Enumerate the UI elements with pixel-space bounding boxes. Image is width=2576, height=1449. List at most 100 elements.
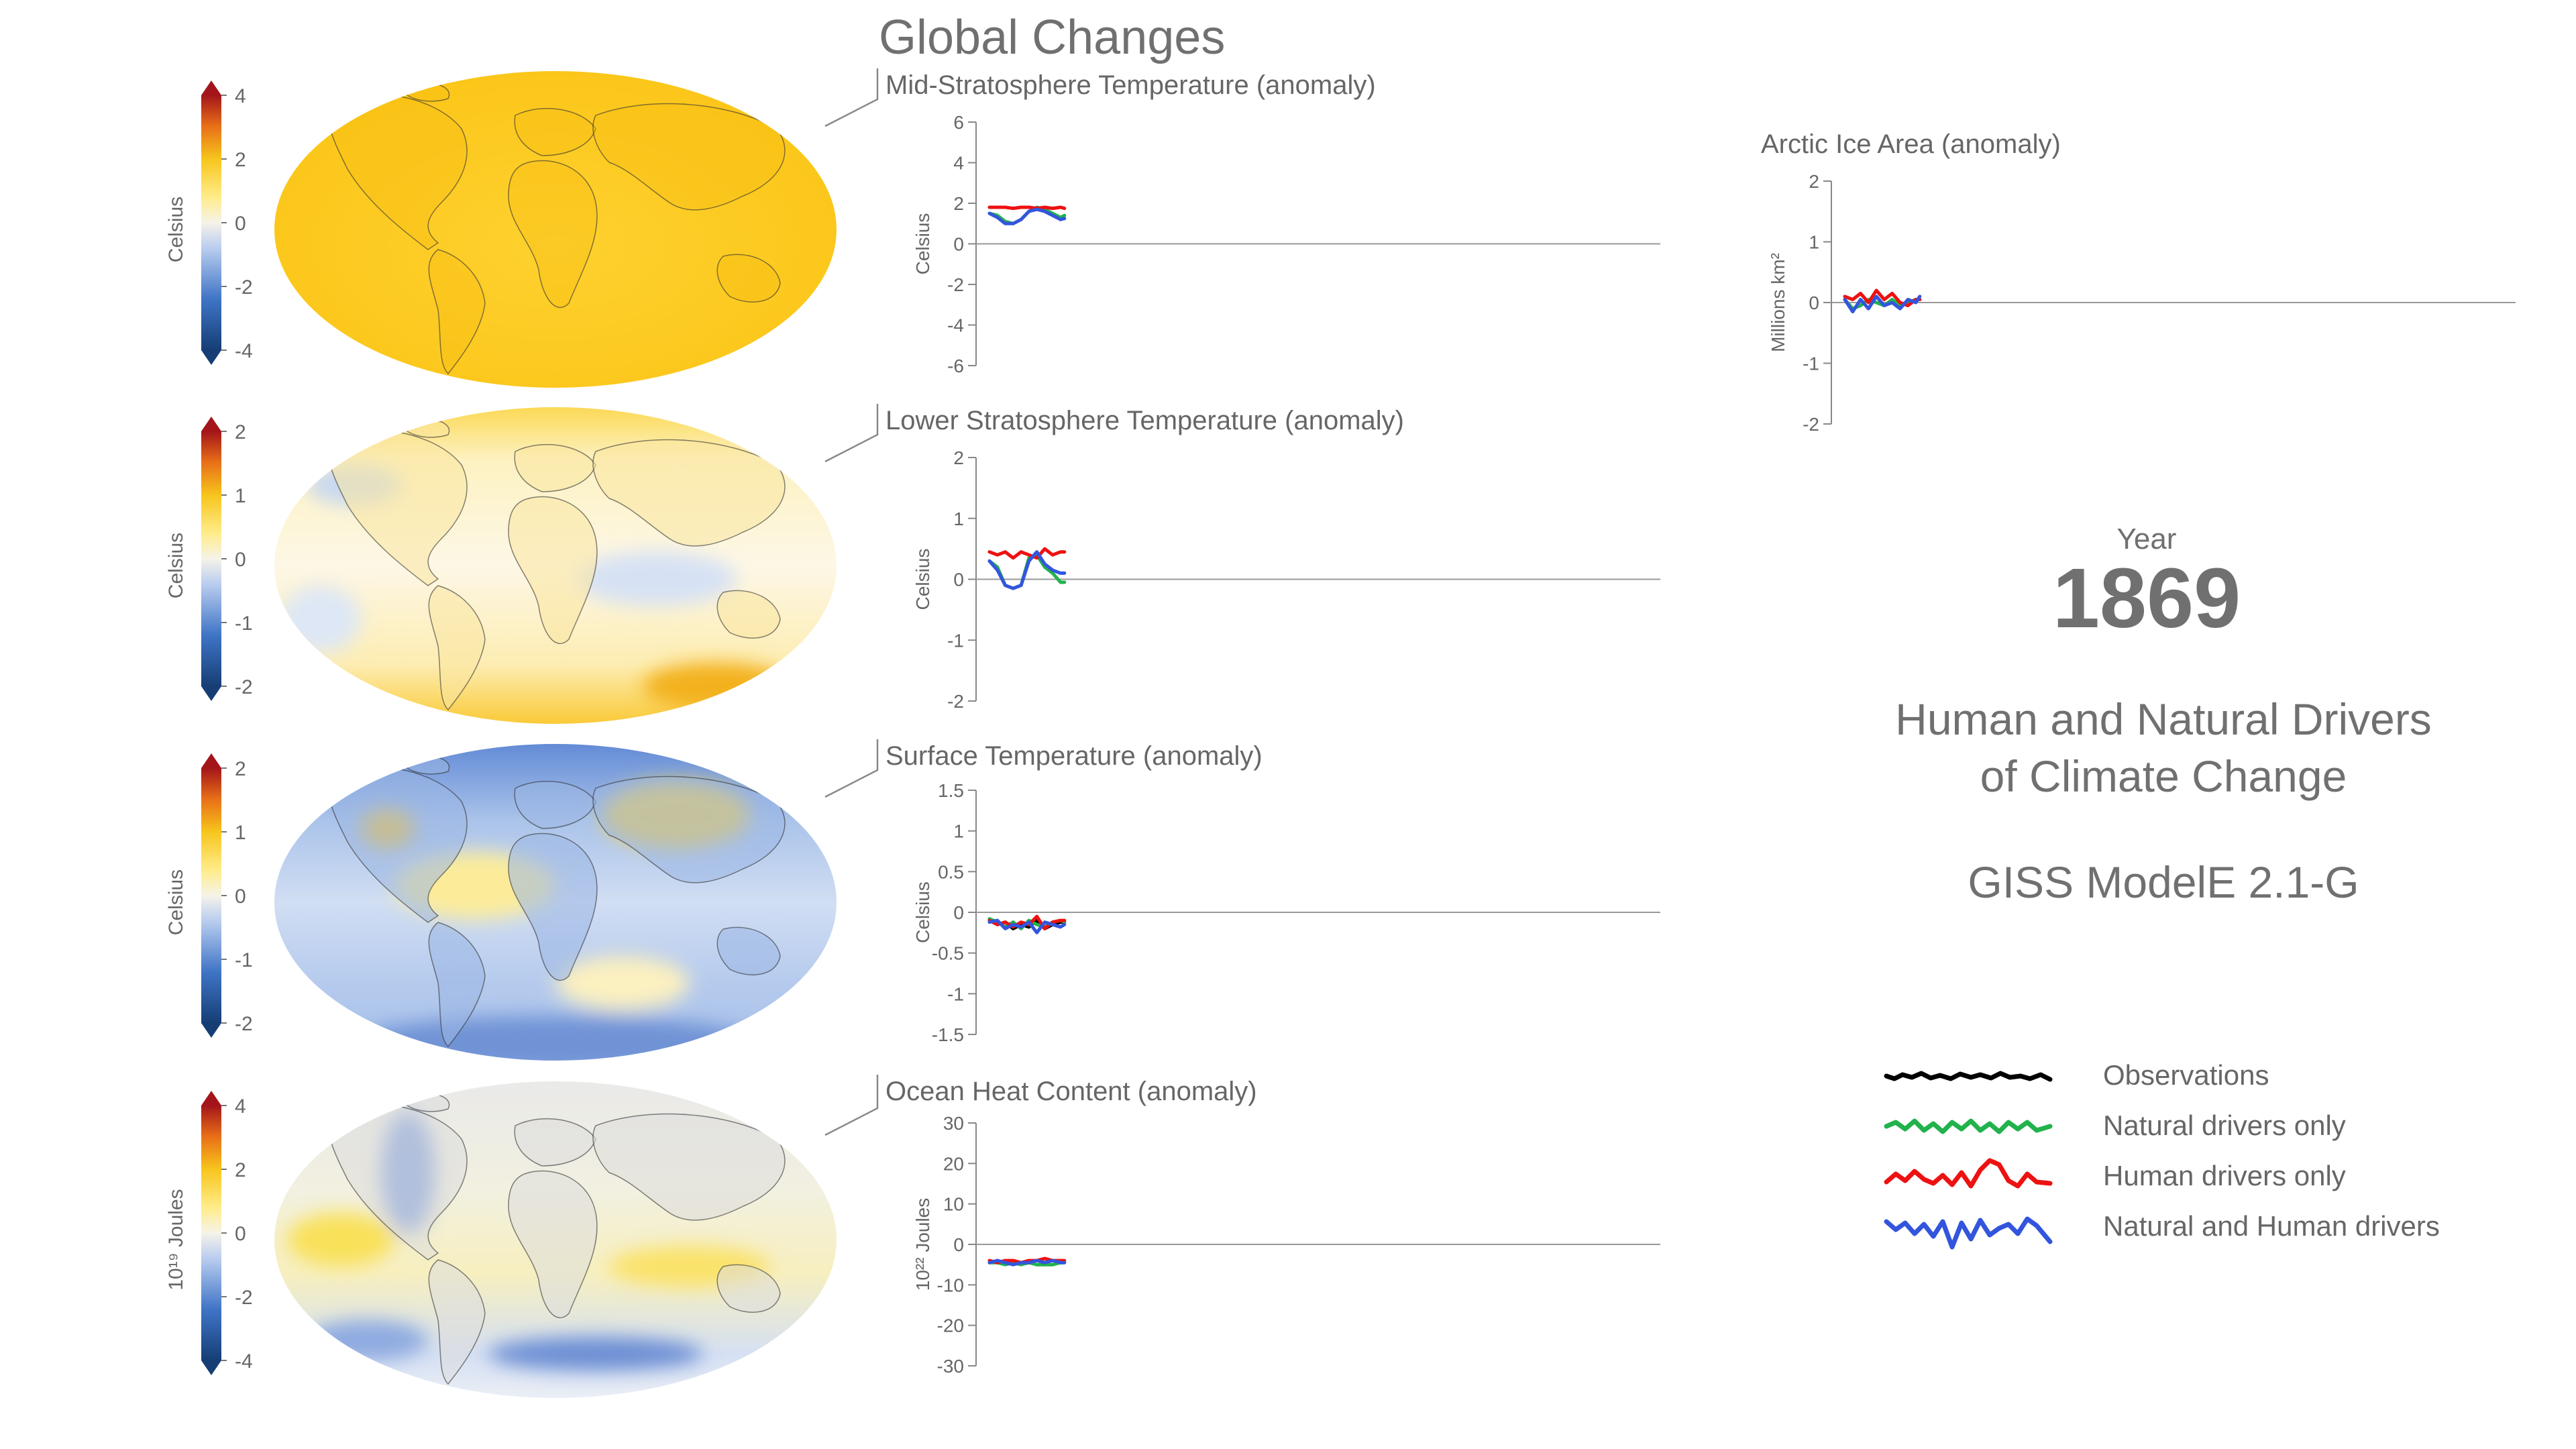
legend-label: Human drivers only bbox=[2103, 1160, 2346, 1191]
legend-item: Natural drivers only bbox=[1884, 1110, 2346, 1141]
chart-4: Arctic Ice Area (anomaly) 2 1 0 -1 -2 Millions… bbox=[1761, 129, 2516, 435]
y-tick-label: 1 bbox=[953, 821, 964, 842]
colorbar-tick-label: 2 bbox=[235, 421, 246, 443]
colorbar-top-arrow bbox=[201, 753, 221, 768]
lower-strat-map-panel: 2 1 0 -1 -2 Celsius bbox=[165, 406, 838, 725]
y-tick-label: -0.5 bbox=[932, 943, 964, 964]
y-tick-label: -6 bbox=[947, 356, 964, 376]
colorbar-bottom-arrow bbox=[201, 1360, 221, 1375]
chart-0: Mid-Stratosphere Temperature (anomaly) 6 4… bbox=[824, 68, 1660, 376]
y-tick-label: -4 bbox=[947, 315, 964, 336]
colorbar-scale bbox=[201, 95, 221, 350]
chart-title: Arctic Ice Area (anomaly) bbox=[1761, 129, 2061, 159]
surface-map bbox=[273, 743, 838, 1062]
colorbar-tick-label: 0 bbox=[235, 885, 246, 908]
y-tick-label: -2 bbox=[1803, 414, 1819, 435]
colorbar-label: Celsius bbox=[165, 869, 187, 935]
series-line-human bbox=[1843, 288, 1922, 307]
colorbar-tick-label: -2 bbox=[235, 676, 253, 698]
colorbar-tick-label: 0 bbox=[235, 213, 246, 235]
page-title: Global Changes bbox=[879, 11, 1225, 64]
chart-title: Ocean Heat Content (anomaly) bbox=[885, 1077, 1257, 1106]
info-panel: Year 1869 Human and Natural Drivers of C… bbox=[1895, 523, 2432, 907]
legend-label: Natural drivers only bbox=[2103, 1110, 2346, 1141]
charts-column: Mid-Stratosphere Temperature (anomaly) 6 4… bbox=[824, 68, 2516, 1377]
y-tick-label: -1 bbox=[947, 983, 964, 1004]
map-connector bbox=[824, 68, 879, 127]
colorbar-tick-label: 0 bbox=[235, 1223, 246, 1245]
colorbar-tick-label: 1 bbox=[235, 822, 246, 844]
map-connector bbox=[824, 1075, 879, 1136]
colorbar-tick-label: -1 bbox=[235, 949, 253, 971]
colorbar-tick-label: -4 bbox=[235, 1350, 253, 1373]
legend: Observations Natural drivers only Human dr… bbox=[1884, 1059, 2440, 1250]
year-value: 1869 bbox=[2053, 551, 2241, 645]
legend-swatch bbox=[1884, 1158, 2053, 1189]
y-tick-label: 1 bbox=[1809, 232, 1819, 253]
y-tick-label: 2 bbox=[953, 447, 964, 468]
y-tick-label: -20 bbox=[937, 1316, 964, 1336]
subtitle-line-1: Human and Natural Drivers bbox=[1895, 694, 2432, 744]
legend-swatch bbox=[1884, 1071, 2053, 1082]
map-outline bbox=[273, 406, 838, 725]
colorbar-tick-label: 0 bbox=[235, 549, 246, 571]
map-connector bbox=[824, 739, 879, 798]
y-tick-label: 0 bbox=[953, 902, 964, 923]
chart-2: Surface Temperature (anomaly) 1.5 1 0.5 0 -0.… bbox=[824, 739, 1660, 1045]
mid-strat-map bbox=[273, 70, 838, 389]
colorbar-tick-label: -2 bbox=[235, 1287, 253, 1309]
colorbar-tick-label: 2 bbox=[235, 758, 246, 780]
series-line-human bbox=[987, 205, 1067, 211]
series-line-both bbox=[987, 918, 1067, 934]
colorbar-tick-label: 2 bbox=[235, 149, 246, 171]
colorbar-tick-label: -1 bbox=[235, 612, 253, 635]
colorbar-scale bbox=[201, 1106, 221, 1360]
y-tick-label: -1 bbox=[1803, 354, 1819, 374]
y-tick-label: 1.5 bbox=[938, 780, 964, 801]
colorbar-scale bbox=[201, 431, 221, 686]
subtitle-line-2: of Climate Change bbox=[1980, 751, 2347, 801]
colorbar-label: Celsius bbox=[165, 197, 187, 262]
colorbar: 2 1 0 -1 -2 Celsius bbox=[165, 417, 253, 701]
surface-map-panel: 2 1 0 -1 -2 Celsius bbox=[165, 743, 838, 1062]
y-tick-label: 0.5 bbox=[938, 861, 964, 882]
legend-swatch bbox=[1884, 1216, 2053, 1250]
chart-title: Lower Stratosphere Temperature (anomaly) bbox=[885, 406, 1404, 435]
colorbar-tick-label: 2 bbox=[235, 1159, 246, 1181]
y-tick-label: 30 bbox=[943, 1113, 964, 1134]
legend-item: Observations bbox=[1884, 1059, 2269, 1091]
chart-title: Mid-Stratosphere Temperature (anomaly) bbox=[885, 70, 1376, 100]
series-line-both bbox=[987, 1258, 1067, 1267]
legend-swatch bbox=[1884, 1118, 2053, 1134]
y-tick-label: 20 bbox=[943, 1153, 964, 1174]
colorbar: 2 1 0 -1 -2 Celsius bbox=[165, 753, 253, 1038]
colorbar-tick-label: -2 bbox=[235, 1013, 253, 1035]
y-tick-label: -2 bbox=[947, 274, 964, 295]
y-tick-label: 6 bbox=[953, 112, 964, 133]
map-connector bbox=[824, 404, 879, 463]
y-tick-label: 1 bbox=[953, 508, 964, 529]
y-tick-label: -2 bbox=[947, 691, 964, 712]
colorbar-top-arrow bbox=[201, 1091, 221, 1106]
colorbar-tick-label: -2 bbox=[235, 276, 253, 299]
y-tick-label: -1.5 bbox=[932, 1024, 964, 1045]
colorbar-tick-label: -4 bbox=[235, 340, 253, 362]
colorbar-bottom-arrow bbox=[201, 686, 221, 701]
ocean-heat-map bbox=[273, 1080, 838, 1399]
y-axis-label: Millions km² bbox=[1768, 253, 1788, 352]
y-tick-label: 2 bbox=[953, 193, 964, 214]
colorbar-scale bbox=[201, 768, 221, 1023]
y-tick-label: -10 bbox=[937, 1275, 964, 1295]
y-tick-label: -30 bbox=[937, 1356, 964, 1377]
colorbar-bottom-arrow bbox=[201, 1023, 221, 1038]
chart-title: Surface Temperature (anomaly) bbox=[885, 741, 1263, 771]
ocean-heat-map-panel: 4 2 0 -2 -4 10¹⁹ Joules bbox=[165, 1080, 838, 1399]
y-axis-label: Celsius bbox=[912, 213, 933, 275]
y-tick-label: 0 bbox=[953, 234, 964, 255]
y-tick-label: -1 bbox=[947, 630, 964, 651]
colorbar-top-arrow bbox=[201, 417, 221, 431]
colorbar-tick-label: 1 bbox=[235, 485, 246, 507]
y-axis-label: 10²² Joules bbox=[912, 1198, 933, 1291]
series-line-both bbox=[1843, 294, 1922, 314]
